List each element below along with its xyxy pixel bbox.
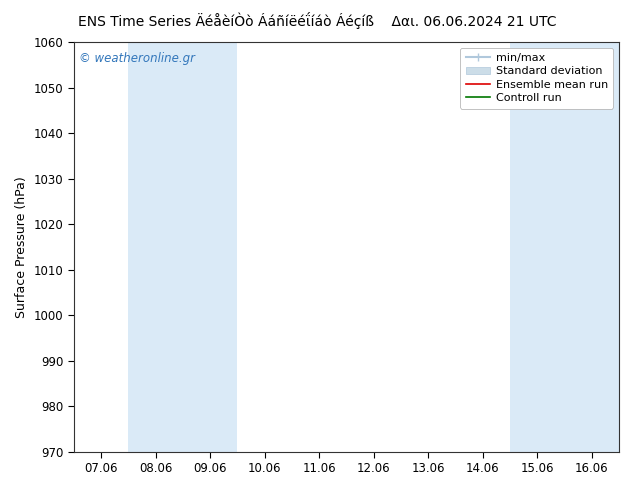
Text: © weatheronline.gr: © weatheronline.gr [79, 52, 195, 65]
Text: ENS Time Series ÄéåèíÒò Ááñíëéΐíáò Áéçíß    Δαι. 06.06.2024 21 UTC: ENS Time Series ÄéåèíÒò Ááñíëéΐíáò Áéçíß… [78, 12, 556, 29]
Bar [592, 42, 619, 452]
Y-axis label: Surface Pressure (hPa): Surface Pressure (hPa) [15, 176, 28, 318]
Bar [510, 42, 619, 452]
Bar [128, 42, 237, 452]
Legend: min/max, Standard deviation, Ensemble mean run, Controll run: min/max, Standard deviation, Ensemble me… [460, 48, 614, 109]
